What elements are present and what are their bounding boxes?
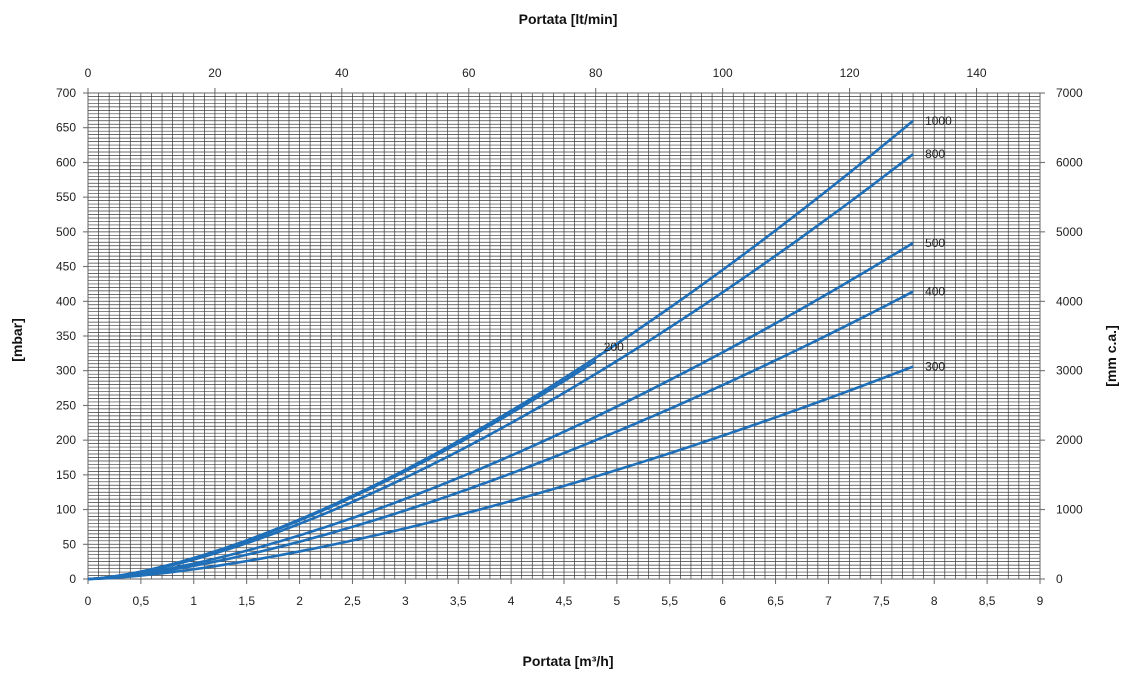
x-tick-label: 5,5: [661, 594, 678, 608]
top-x-tick-label: 60: [462, 66, 476, 80]
series-labels: 200 1000 800 500 400 300: [604, 114, 952, 374]
right-y-tick-label: 4000: [1056, 294, 1083, 308]
y-tick-label: 400: [56, 294, 76, 308]
y-tick-label: 500: [56, 225, 76, 239]
series-line-500: [87, 241, 914, 581]
y-tick-label: 350: [56, 329, 76, 343]
y-tick-label: 0: [69, 572, 76, 586]
series-label-200: 200: [604, 340, 624, 354]
series-line-1000: [87, 119, 914, 581]
x-tick-label: 2,5: [344, 594, 361, 608]
x-tick-label: 3,5: [450, 594, 467, 608]
series-lines: [87, 119, 914, 581]
x-tick-label: 1,5: [238, 594, 255, 608]
right-y-tick-label: 3000: [1056, 364, 1083, 378]
top-x-tick-label: 20: [208, 66, 222, 80]
x-tick-label: 9: [1037, 594, 1044, 608]
right-y-tick-label: 6000: [1056, 155, 1083, 169]
top-x-tick-label: 80: [589, 66, 603, 80]
x-tick-label: 7,5: [873, 594, 890, 608]
x-tick-label: 8,5: [979, 594, 996, 608]
series-label-400: 400: [925, 285, 945, 299]
x-tick-label: 6,5: [767, 594, 784, 608]
right-y-tick-label: 0: [1056, 572, 1063, 586]
right-y-tick-label: 5000: [1056, 225, 1083, 239]
y-tick-label: 600: [56, 155, 76, 169]
x-tick-label: 0,5: [133, 594, 150, 608]
right-y-tick-label: 7000: [1056, 86, 1083, 100]
y-tick-label: 450: [56, 260, 76, 274]
top-x-tick-label: 120: [840, 66, 860, 80]
x-tick-label: 8: [931, 594, 938, 608]
ticks: 0 0,5 1 1,5 2 2,5 3 3,5 4 4,5 5 5,5 6 6,5 7 7,5 8 8,5 9050…: [56, 66, 1083, 608]
x-tick-label: 7: [825, 594, 832, 608]
x-tick-label: 4,5: [556, 594, 573, 608]
left-axis-title: [mbar]: [9, 318, 25, 362]
right-axis-title: [mm c.a.]: [1103, 325, 1119, 386]
top-axis-title: Portata [lt/min]: [519, 11, 618, 27]
y-tick-label: 250: [56, 398, 76, 412]
right-y-tick-label: 1000: [1056, 503, 1083, 517]
series-label-300: 300: [925, 360, 945, 374]
x-tick-label: 4: [508, 594, 515, 608]
x-tick-label: 6: [719, 594, 726, 608]
series-line-300: [87, 365, 914, 581]
y-tick-label: 100: [56, 503, 76, 517]
y-tick-label: 700: [56, 86, 76, 100]
series-label-800: 800: [925, 147, 945, 161]
top-x-tick-label: 40: [335, 66, 349, 80]
series-label-500: 500: [925, 236, 945, 250]
x-tick-label: 2: [296, 594, 303, 608]
top-x-tick-label: 0: [85, 66, 92, 80]
right-y-tick-label: 2000: [1056, 433, 1083, 447]
y-tick-label: 650: [56, 121, 76, 135]
y-tick-label: 50: [63, 537, 77, 551]
top-x-tick-label: 140: [967, 66, 987, 80]
top-x-tick-label: 100: [713, 66, 733, 80]
y-tick-label: 150: [56, 468, 76, 482]
y-tick-label: 300: [56, 364, 76, 378]
series-label-1000: 1000: [925, 114, 952, 128]
series-line-400: [87, 290, 914, 581]
x-tick-label: 1: [190, 594, 197, 608]
x-tick-label: 3: [402, 594, 409, 608]
series-line-800: [87, 153, 914, 581]
y-tick-label: 200: [56, 433, 76, 447]
bottom-axis-title: Portata [m³/h]: [523, 653, 614, 669]
y-tick-label: 550: [56, 190, 76, 204]
x-tick-label: 5: [614, 594, 621, 608]
x-tick-label: 0: [85, 594, 92, 608]
